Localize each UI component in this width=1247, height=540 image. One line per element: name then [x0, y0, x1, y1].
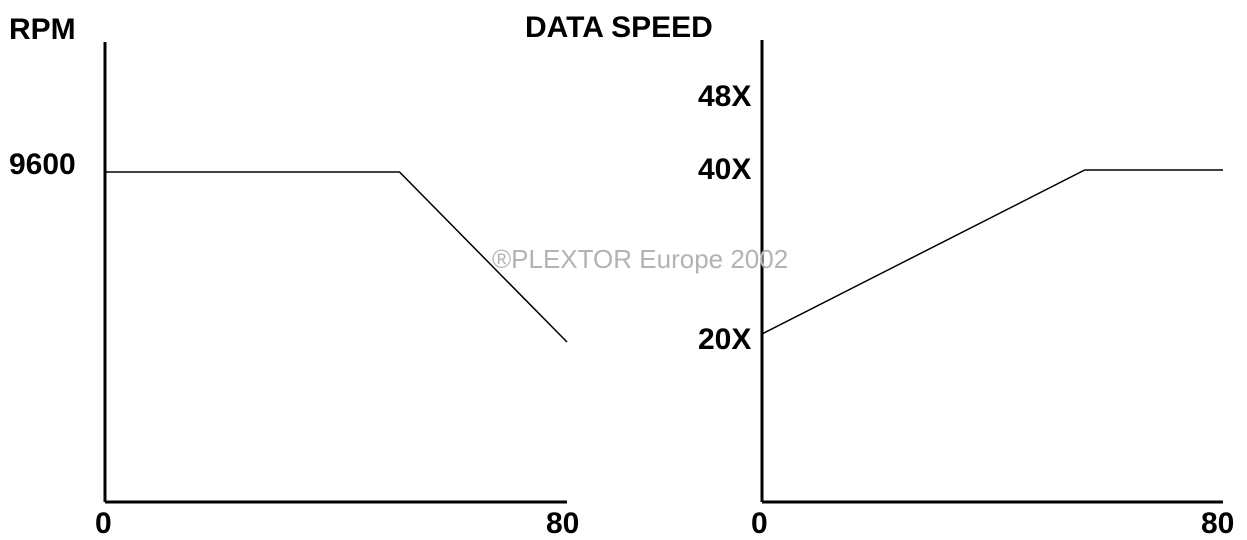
rpm-axis-label: RPM — [9, 13, 76, 46]
speed-x-tick-80: 80 — [1201, 507, 1235, 540]
rpm-series-line-0 — [105, 171, 568, 343]
speed-y-tick-20x: 20X — [698, 323, 752, 356]
speed-series-line-0 — [761, 169, 1223, 335]
speed-x-tick-0: 0 — [751, 507, 768, 540]
watermark-text: ®PLEXTOR Europe 2002 — [492, 244, 789, 274]
rpm-x-tick-80: 80 — [546, 507, 580, 540]
speed-y-tick-40x: 40X — [698, 153, 752, 186]
rpm-y-tick-9600: 9600 — [9, 148, 76, 181]
data-speed-axis-label: DATA SPEED — [525, 11, 713, 44]
rpm-x-tick-0: 0 — [95, 507, 112, 540]
speed-y-tick-48x: 48X — [698, 80, 752, 113]
